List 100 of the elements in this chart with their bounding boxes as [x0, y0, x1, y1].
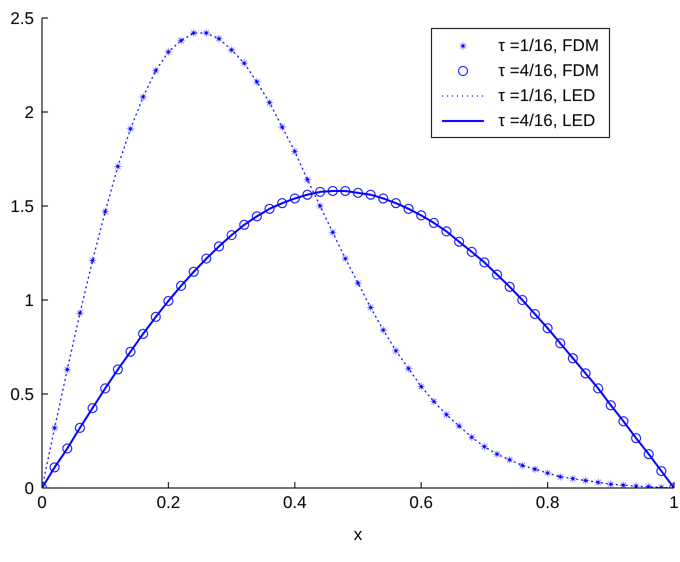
point [416, 382, 426, 392]
point [278, 122, 287, 132]
point [340, 186, 350, 196]
point [479, 257, 490, 268]
point [618, 480, 628, 488]
y-tick-label: 0 [24, 479, 34, 498]
point [151, 66, 160, 76]
point [517, 295, 528, 305]
point [226, 230, 237, 240]
point [504, 282, 515, 292]
point [62, 364, 72, 374]
point [404, 364, 414, 374]
point [378, 325, 388, 335]
point [126, 124, 136, 134]
point [138, 328, 148, 339]
point [240, 58, 249, 68]
point [164, 47, 173, 56]
point [568, 474, 578, 484]
point [390, 198, 401, 208]
point [340, 254, 350, 264]
y-tick-label: 1 [24, 291, 34, 310]
point [518, 460, 527, 470]
point [442, 410, 452, 420]
point [428, 218, 439, 228]
point [594, 478, 603, 487]
legend-label: τ =1/16, FDM [498, 35, 599, 57]
point [202, 28, 211, 38]
point [492, 450, 502, 459]
point [530, 464, 540, 474]
point [112, 364, 123, 375]
legend-label: τ =4/16, FDM [498, 60, 599, 82]
y-tick-label: 2 [24, 103, 34, 122]
point [328, 186, 338, 196]
point [328, 228, 338, 237]
point [62, 444, 72, 454]
point [542, 323, 553, 334]
point [606, 480, 616, 488]
x-tick-label: 0.4 [282, 493, 307, 512]
point [480, 442, 489, 452]
point [656, 466, 666, 476]
point [492, 270, 502, 280]
point [74, 422, 85, 433]
point [252, 77, 262, 87]
point [568, 353, 578, 364]
point [315, 201, 325, 211]
point [189, 28, 198, 38]
point [138, 92, 148, 102]
legend-label: τ =4/16, LED [498, 110, 596, 132]
point [176, 280, 186, 291]
point [201, 254, 212, 264]
point [644, 449, 654, 460]
point [543, 468, 552, 478]
point [214, 34, 224, 44]
x-tick-label: 1 [669, 493, 679, 512]
x-axis-title: x [354, 525, 363, 544]
point [163, 296, 174, 306]
point [454, 421, 464, 431]
point [100, 207, 110, 216]
point [416, 210, 426, 220]
point [404, 204, 414, 214]
point [618, 416, 628, 426]
point [264, 98, 274, 108]
point [580, 368, 591, 378]
point [466, 246, 477, 257]
point [264, 204, 275, 214]
point [315, 186, 326, 197]
point [290, 146, 300, 156]
point [606, 400, 616, 410]
y-tick-label: 2.5 [10, 9, 34, 28]
point [252, 211, 262, 222]
point [441, 226, 452, 236]
point [366, 302, 376, 312]
point [454, 236, 464, 247]
point [150, 312, 161, 322]
point [176, 36, 186, 46]
point [113, 162, 122, 172]
y-tick-label: 1.5 [10, 197, 34, 216]
point [227, 45, 236, 55]
x-tick-label: 0.2 [156, 493, 180, 512]
point [214, 241, 224, 252]
point [530, 309, 540, 320]
x-tick-label: 0.8 [536, 493, 560, 512]
point [429, 396, 438, 406]
point [580, 476, 590, 486]
point [88, 403, 98, 414]
point [353, 188, 363, 198]
legend-label: τ =1/16, LED [498, 85, 596, 107]
point [188, 266, 199, 277]
point [88, 256, 98, 266]
x-tick-label: 0 [37, 493, 47, 512]
point [378, 193, 388, 204]
point [100, 383, 110, 394]
point [239, 220, 250, 230]
point [556, 472, 565, 482]
point [277, 198, 288, 208]
point [50, 462, 60, 472]
x-tick-label: 0.6 [409, 493, 434, 512]
point [467, 432, 476, 442]
point [593, 383, 604, 394]
point [555, 338, 566, 348]
